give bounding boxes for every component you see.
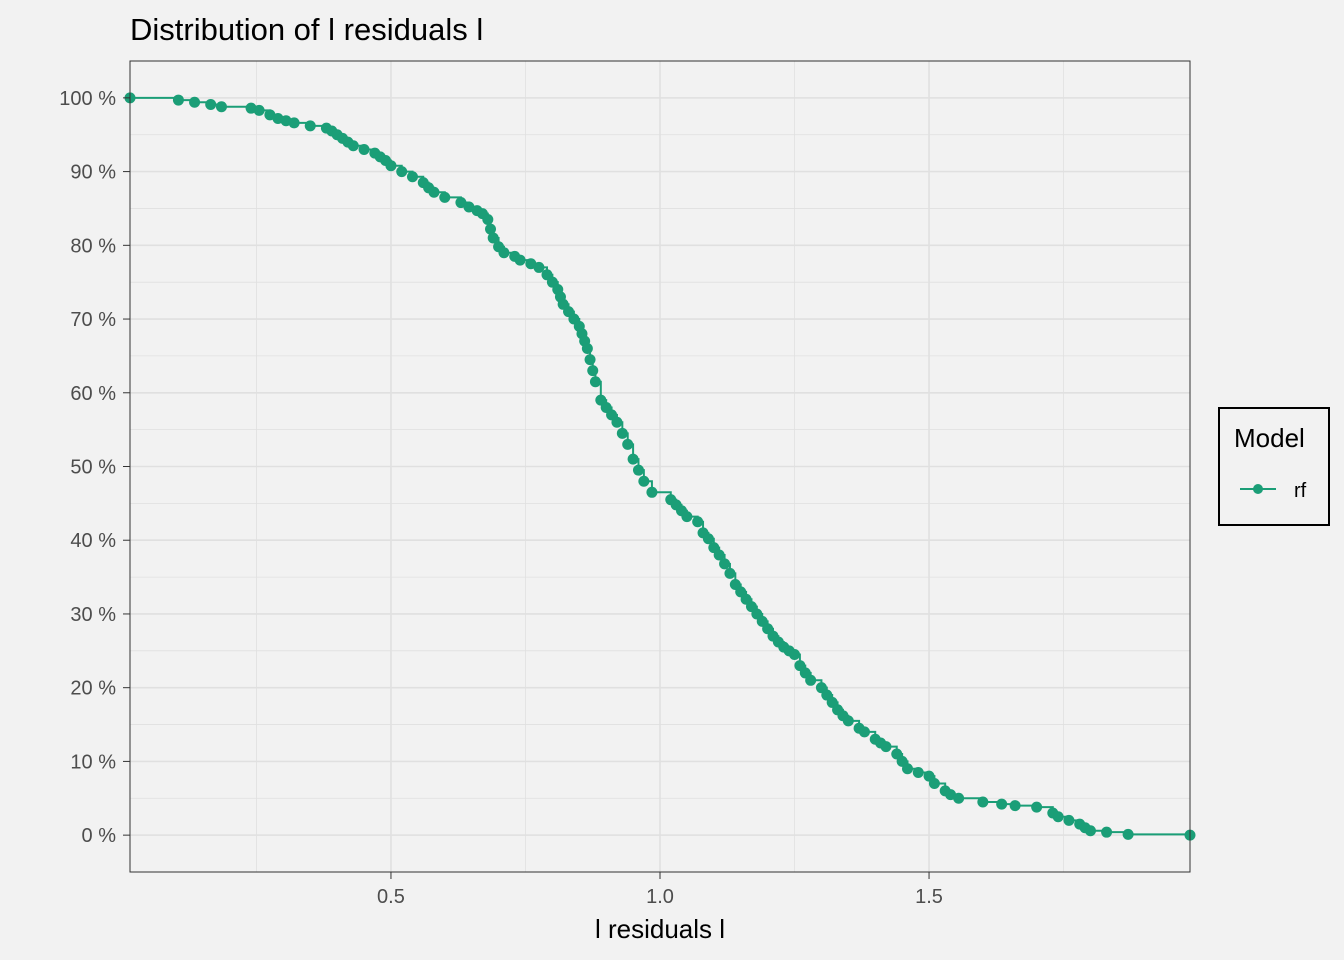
data-point bbox=[304, 120, 316, 132]
data-point bbox=[589, 376, 601, 388]
data-point bbox=[498, 247, 510, 259]
legend: Model rf bbox=[1218, 407, 1330, 526]
data-point bbox=[253, 104, 265, 116]
y-tick-label: 80 % bbox=[70, 235, 116, 257]
data-point bbox=[172, 94, 184, 106]
data-point bbox=[681, 511, 693, 523]
data-point bbox=[1084, 825, 1096, 837]
series-layer bbox=[124, 92, 1196, 841]
data-point bbox=[702, 533, 714, 545]
data-point bbox=[205, 98, 217, 110]
y-tick-label: 30 % bbox=[70, 604, 116, 626]
data-point bbox=[646, 486, 658, 498]
data-point bbox=[482, 214, 494, 226]
legend-key-dot bbox=[1253, 484, 1263, 494]
data-point bbox=[385, 160, 397, 172]
data-point bbox=[1009, 800, 1021, 812]
data-point bbox=[928, 778, 940, 790]
data-point bbox=[455, 197, 467, 209]
y-tick-label: 10 % bbox=[70, 751, 116, 773]
grid-major bbox=[130, 61, 1190, 872]
y-tick-label: 0 % bbox=[82, 825, 117, 847]
data-point bbox=[622, 438, 634, 450]
data-point bbox=[587, 365, 599, 377]
data-point bbox=[358, 143, 370, 155]
chart-title: Distribution of l residuals l bbox=[130, 12, 483, 47]
data-point bbox=[288, 117, 300, 129]
x-tick-label: 0.5 bbox=[377, 886, 405, 908]
data-point bbox=[347, 140, 359, 152]
data-point bbox=[638, 475, 650, 487]
data-point bbox=[996, 798, 1008, 810]
data-point bbox=[632, 464, 644, 476]
data-point bbox=[1063, 814, 1075, 826]
data-point bbox=[842, 715, 854, 727]
y-tick-label: 20 % bbox=[70, 678, 116, 700]
data-point bbox=[406, 171, 418, 183]
data-point bbox=[1031, 801, 1043, 813]
legend-title: Model bbox=[1234, 423, 1305, 453]
data-point bbox=[533, 261, 545, 273]
x-tick-label: 1.0 bbox=[646, 886, 674, 908]
y-tick-label: 70 % bbox=[70, 309, 116, 331]
data-point bbox=[627, 453, 639, 465]
data-point bbox=[719, 558, 731, 570]
data-point bbox=[396, 166, 408, 178]
data-point bbox=[428, 186, 440, 198]
x-tick-label: 1.5 bbox=[915, 886, 943, 908]
y-tick-label: 60 % bbox=[70, 383, 116, 405]
y-tick-label: 90 % bbox=[70, 162, 116, 184]
data-point bbox=[1052, 811, 1064, 823]
y-tick-label: 100 % bbox=[59, 88, 116, 110]
data-point bbox=[912, 766, 924, 778]
data-point bbox=[215, 101, 227, 113]
data-point bbox=[953, 792, 965, 804]
data-point bbox=[581, 343, 593, 355]
data-point bbox=[485, 223, 497, 235]
data-point bbox=[1122, 828, 1134, 840]
data-point bbox=[616, 427, 628, 439]
data-point bbox=[189, 96, 201, 108]
x-axis: 0.5 1.0 1.5 bbox=[377, 872, 943, 908]
data-point bbox=[713, 549, 725, 561]
y-tick-label: 50 % bbox=[70, 457, 116, 479]
data-point bbox=[1101, 826, 1113, 838]
data-point bbox=[487, 232, 499, 244]
data-point bbox=[692, 516, 704, 528]
data-point bbox=[439, 191, 451, 203]
legend-box bbox=[1218, 407, 1330, 526]
data-point bbox=[858, 726, 870, 738]
data-point bbox=[902, 763, 914, 775]
y-axis: 0 % 10 % 20 % 30 % 40 % 50 % 60 % 70 % 80 % 90 % 1… bbox=[59, 88, 130, 847]
data-point bbox=[584, 354, 596, 366]
legend-label-rf: rf bbox=[1294, 480, 1307, 502]
y-tick-label: 40 % bbox=[70, 530, 116, 552]
x-axis-title: l residuals l bbox=[595, 914, 725, 944]
data-point bbox=[789, 649, 801, 661]
data-point bbox=[880, 741, 892, 753]
data-point bbox=[805, 674, 817, 686]
data-point bbox=[977, 796, 989, 808]
data-point bbox=[611, 416, 623, 428]
data-point bbox=[724, 567, 736, 579]
data-point bbox=[514, 254, 526, 266]
